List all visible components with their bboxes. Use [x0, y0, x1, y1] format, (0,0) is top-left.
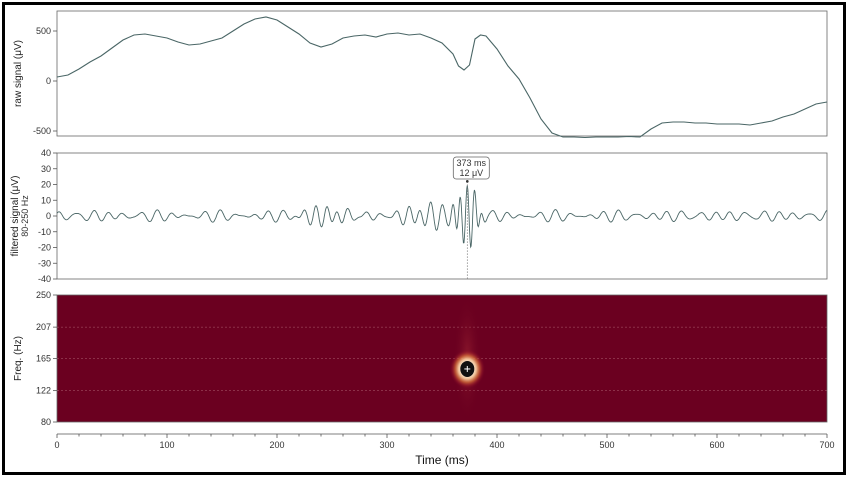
x-axis-tick-label: 400 [489, 440, 504, 450]
peak-annotation-time: 373 ms [457, 158, 487, 168]
heatmap-y-tick-label: 250 [36, 290, 51, 300]
filtered-y-tick-label: -20 [38, 243, 51, 253]
x-axis-tick-label: 300 [379, 440, 394, 450]
heatmap-y-tick-label: 80 [41, 417, 51, 427]
x-axis-tick-label: 600 [709, 440, 724, 450]
filtered-signal-line [56, 185, 828, 249]
filtered-y-tick-label: -10 [38, 227, 51, 237]
filtered-y-tick-label: -40 [38, 274, 51, 284]
x-axis-tick-label: 0 [54, 440, 59, 450]
peak-annotation-box [452, 156, 490, 180]
raw-signal-line [56, 16, 828, 139]
heatmap-y-tick-label: 207 [36, 322, 51, 332]
filtered-y-tick-label: 30 [41, 164, 51, 174]
filtered-y-axis-label: filtered signal (μV) [10, 176, 21, 257]
heatmap-y-tick-label: 165 [36, 354, 51, 364]
heatmap-y-axis-label: Freq. (Hz) [13, 336, 24, 381]
raw-y-axis-label: raw signal (μV) [13, 40, 24, 107]
peak-marker-dot [466, 180, 469, 183]
x-axis-tick-label: 100 [159, 440, 174, 450]
raw-y-tick-label: -500 [33, 126, 51, 136]
filtered-y-tick-label: 10 [41, 195, 51, 205]
filtered-y-tick-label: 20 [41, 180, 51, 190]
x-axis-tick-label: 200 [269, 440, 284, 450]
raw-y-tick-label: 0 [46, 76, 51, 86]
heatmap-y-tick-label: 122 [36, 386, 51, 396]
x-axis-tick-label: 700 [819, 440, 834, 450]
peak-annotation-amplitude: 12 μV [459, 168, 483, 178]
raw-y-tick-label: 500 [36, 26, 51, 36]
x-axis-label: Time (ms) [415, 453, 469, 467]
filtered-panel-frame [56, 152, 828, 280]
x-axis-tick-label: 500 [599, 440, 614, 450]
raw-panel-frame [56, 10, 828, 137]
filtered-band-label: 80-250 Hz [20, 195, 30, 237]
filtered-y-tick-label: 0 [46, 211, 51, 221]
filtered-y-tick-label: -30 [38, 258, 51, 268]
filtered-y-tick-label: 40 [41, 148, 51, 158]
